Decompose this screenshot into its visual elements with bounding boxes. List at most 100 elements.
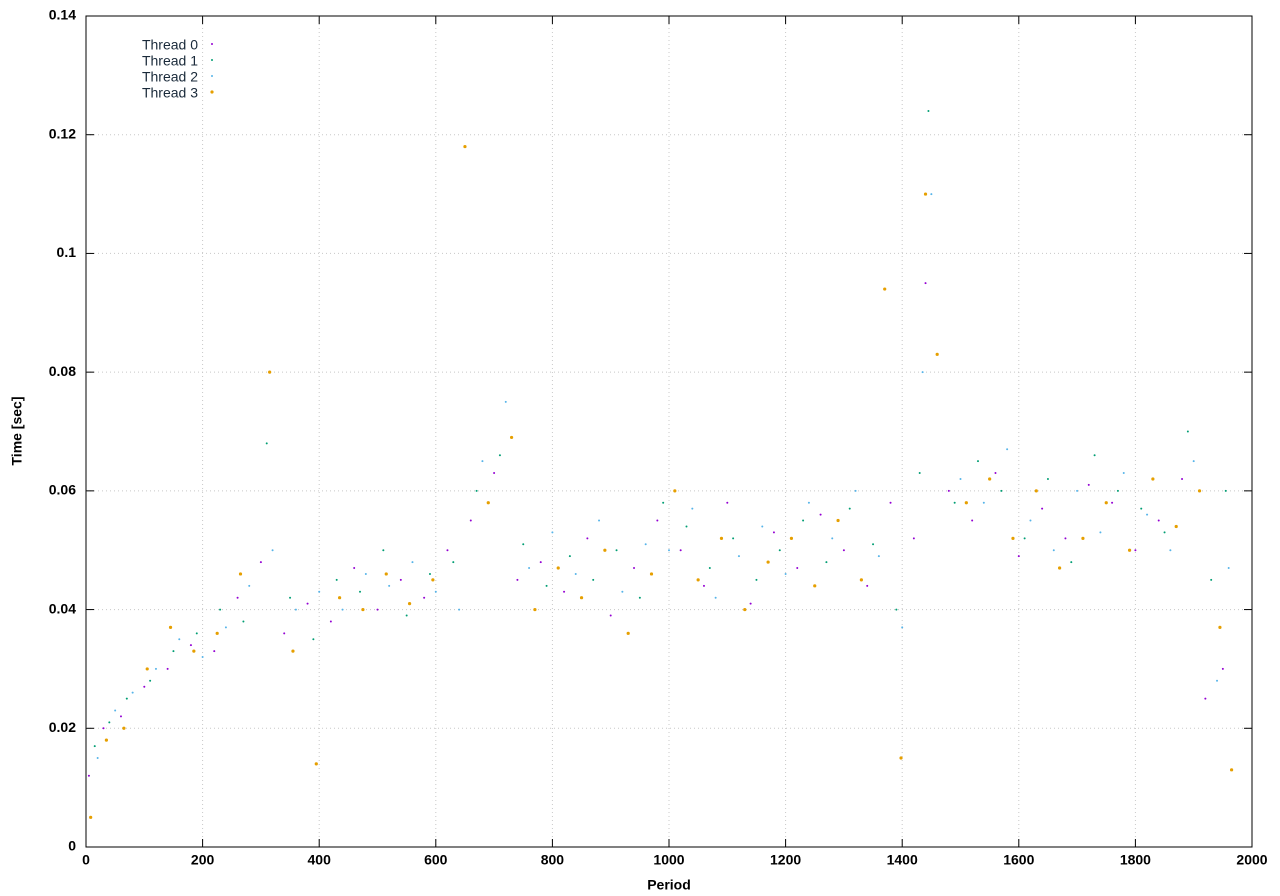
data-point bbox=[761, 525, 764, 528]
data-point bbox=[431, 578, 435, 582]
data-point bbox=[1134, 549, 1137, 552]
data-point bbox=[509, 435, 514, 440]
data-point bbox=[192, 649, 196, 653]
data-point bbox=[1218, 625, 1222, 629]
y-tick-label: 0.02 bbox=[49, 719, 76, 735]
data-point bbox=[789, 536, 794, 540]
data-point bbox=[842, 549, 845, 552]
data-point bbox=[895, 608, 898, 611]
data-point bbox=[586, 537, 589, 540]
x-tick-label: 2000 bbox=[1236, 852, 1267, 868]
data-point bbox=[338, 596, 342, 600]
data-point bbox=[259, 561, 262, 564]
y-tick-label: 0.08 bbox=[49, 363, 76, 379]
data-point bbox=[859, 578, 863, 582]
data-point bbox=[959, 477, 962, 480]
data-point bbox=[732, 537, 735, 540]
data-point bbox=[1017, 555, 1020, 558]
y-tick-label: 0.12 bbox=[49, 125, 76, 141]
data-point bbox=[1011, 536, 1015, 540]
data-point bbox=[638, 596, 641, 599]
data-point bbox=[87, 774, 90, 777]
data-point bbox=[178, 638, 181, 641]
x-tick-label: 1600 bbox=[1003, 852, 1034, 868]
data-point bbox=[428, 572, 431, 575]
data-point bbox=[405, 614, 408, 617]
data-point bbox=[1116, 489, 1119, 492]
data-point bbox=[265, 442, 268, 445]
data-point bbox=[93, 745, 96, 748]
data-point bbox=[714, 596, 717, 599]
y-tick-label: 0.06 bbox=[49, 482, 76, 498]
data-point bbox=[446, 549, 449, 552]
x-tick-label: 200 bbox=[191, 852, 215, 868]
data-point bbox=[271, 549, 274, 552]
data-point bbox=[927, 109, 930, 112]
data-point bbox=[708, 567, 711, 570]
data-point bbox=[854, 489, 857, 492]
data-point bbox=[802, 519, 805, 522]
data-point bbox=[1146, 513, 1149, 516]
data-point bbox=[749, 602, 752, 605]
legend-marker bbox=[211, 59, 213, 61]
data-point bbox=[364, 572, 367, 575]
data-point bbox=[434, 590, 437, 593]
data-point bbox=[778, 549, 781, 552]
data-point bbox=[696, 578, 700, 582]
data-point bbox=[528, 567, 531, 570]
data-point bbox=[918, 472, 921, 475]
data-point bbox=[1064, 537, 1067, 540]
data-point bbox=[458, 608, 461, 611]
data-point bbox=[807, 501, 810, 504]
data-point bbox=[329, 620, 332, 623]
data-point bbox=[1186, 430, 1189, 433]
data-point bbox=[1029, 519, 1032, 522]
data-point bbox=[189, 644, 192, 647]
data-point bbox=[102, 727, 105, 730]
data-point bbox=[516, 578, 519, 581]
data-point bbox=[901, 626, 904, 629]
data-point bbox=[563, 590, 566, 593]
data-point bbox=[166, 667, 169, 670]
data-point bbox=[982, 501, 985, 504]
data-point bbox=[242, 620, 245, 623]
data-point bbox=[469, 519, 472, 522]
data-point bbox=[236, 596, 239, 599]
data-point bbox=[1052, 549, 1055, 552]
data-point bbox=[533, 607, 537, 612]
data-point bbox=[836, 518, 840, 523]
data-point bbox=[626, 631, 630, 635]
data-point bbox=[104, 738, 109, 742]
data-point bbox=[283, 632, 286, 635]
data-point bbox=[545, 584, 548, 587]
data-point bbox=[359, 590, 362, 593]
data-point bbox=[1197, 489, 1202, 493]
data-point bbox=[719, 536, 724, 540]
data-point bbox=[574, 572, 577, 575]
data-point bbox=[294, 608, 297, 611]
data-point bbox=[766, 560, 770, 564]
data-point bbox=[172, 650, 175, 653]
data-point bbox=[268, 370, 272, 374]
x-tick-label: 800 bbox=[541, 852, 565, 868]
data-point bbox=[423, 596, 426, 599]
data-point bbox=[215, 631, 219, 635]
data-point bbox=[143, 685, 146, 688]
data-point bbox=[872, 543, 875, 546]
data-point bbox=[318, 590, 321, 593]
data-point bbox=[248, 584, 251, 587]
y-tick-label: 0.14 bbox=[49, 7, 76, 23]
data-point bbox=[452, 561, 455, 564]
data-point bbox=[399, 578, 402, 581]
data-point bbox=[976, 460, 979, 463]
data-point bbox=[1099, 531, 1102, 534]
data-point bbox=[1224, 489, 1227, 492]
data-point bbox=[407, 602, 412, 606]
data-point bbox=[89, 815, 93, 819]
legend-label: Thread 2 bbox=[142, 69, 198, 85]
data-point bbox=[504, 400, 507, 403]
data-point bbox=[556, 566, 560, 570]
data-point bbox=[1111, 501, 1114, 504]
data-point bbox=[953, 501, 956, 504]
